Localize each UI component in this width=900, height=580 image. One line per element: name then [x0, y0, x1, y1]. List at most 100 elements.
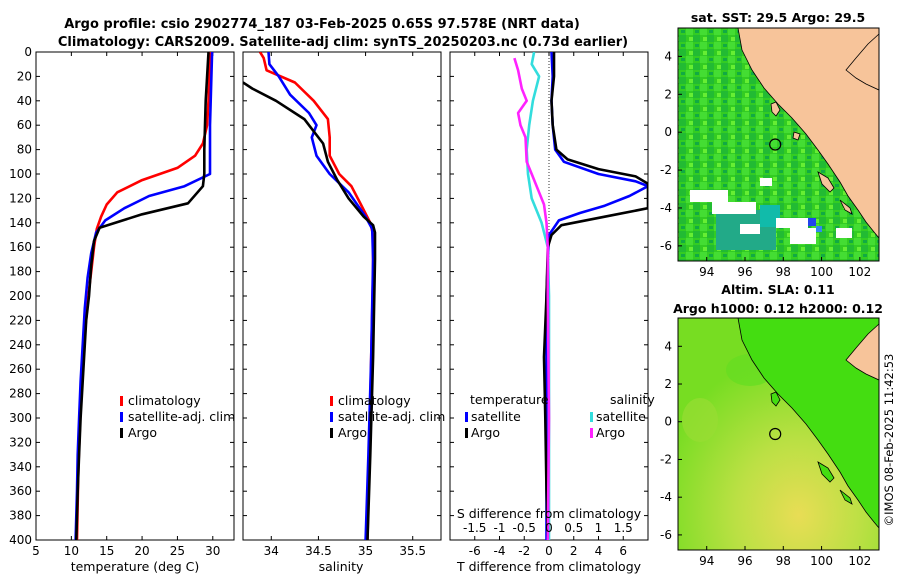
x-tick-label: -4 — [494, 544, 506, 558]
sst-cloud-mask — [790, 228, 816, 244]
sst-cold-pixel — [816, 226, 822, 232]
depth-tick-label: 380 — [9, 509, 32, 523]
lon-tick-label: 102 — [848, 554, 871, 568]
x-tick-label: 20 — [134, 544, 149, 558]
difference-panel: -6 -4 -2 0 2 4 6 T difference from climatology… — [449, 51, 655, 574]
depth-tick-label: 180 — [9, 265, 32, 279]
series-line-argo — [75, 52, 210, 540]
salinity-difference-tick-label: -1.5 — [463, 521, 486, 535]
sst-cloud-mask — [690, 190, 728, 202]
x-tick-label: 35 — [358, 544, 373, 558]
lat-tick-label: -2 — [660, 452, 672, 466]
depth-tick-label: 140 — [9, 216, 32, 230]
sla-map: Altim. SLA: 0.11 Argo h1000: 0.12 h2000:… — [660, 282, 883, 568]
legend-label-climatology: climatology — [338, 393, 411, 408]
x-tick-label: 34 — [264, 544, 279, 558]
lat-tick-label: -4 — [660, 201, 672, 215]
depth-tick-label: 100 — [9, 167, 32, 181]
difference-series — [513, 52, 648, 540]
series-line-argo — [243, 81, 377, 540]
lon-tick-label: 98 — [776, 265, 791, 279]
sla-high-patch — [682, 398, 718, 442]
salinity-x-ticks: 34 34.5 35 35.5 — [264, 52, 426, 558]
salinity-series — [243, 52, 377, 540]
legend-swatch-argo — [120, 428, 123, 438]
lat-tick-label: -6 — [660, 239, 672, 253]
lat-tick-label: 2 — [664, 377, 672, 391]
sst-land-malaysia — [845, 33, 879, 91]
series-line-t-argo — [542, 52, 648, 540]
sst-cloud-mask — [836, 228, 852, 238]
salinity-difference-tick-label: -1 — [494, 521, 506, 535]
series-line-satellite-adj-clim — [267, 52, 375, 540]
difference-legend: temperature salinity satellite Argo sate… — [465, 392, 655, 440]
salinity-xlabel: salinity — [319, 559, 364, 574]
lat-tick-label: 2 — [664, 87, 672, 101]
sst-cold-pixel — [808, 218, 816, 226]
legend-swatch-argo — [330, 428, 333, 438]
depth-tick-label: 120 — [9, 191, 32, 205]
depth-tick-label: 260 — [9, 362, 32, 376]
difference-x-ticks: -6 -4 -2 0 2 4 6 — [469, 52, 627, 558]
legend-label-argo: Argo — [128, 425, 157, 440]
sst-cloud-mask — [712, 202, 756, 214]
sst-land-sumatra — [737, 28, 879, 239]
legend-label-satellite: satellite-adj. clim — [338, 409, 445, 424]
legend-label-t-argo: Argo — [471, 425, 500, 440]
depth-tick-label: 320 — [9, 435, 32, 449]
sla-island-siberut — [817, 461, 835, 483]
sla-island — [839, 489, 853, 505]
x-tick-label: 0 — [545, 544, 553, 558]
temperature-panel: 0 20 40 60 80 100 120 140 160 180 200 220 240 260 280 3… — [9, 45, 235, 574]
legend-swatch-s-argo — [590, 428, 593, 438]
x-tick-label: -6 — [469, 544, 481, 558]
legend-header-temperature: temperature — [470, 392, 549, 407]
depth-tick-label: 200 — [9, 289, 32, 303]
sst-island-siberut — [817, 171, 835, 193]
depth-tick-label: 220 — [9, 313, 32, 327]
salinity-difference-tick-label: 1 — [595, 521, 603, 535]
temperature-series — [74, 52, 214, 540]
depth-tick-label: 0 — [24, 45, 32, 59]
lat-tick-label: -2 — [660, 163, 672, 177]
lon-tick-label: 98 — [776, 554, 791, 568]
sst-map: sat. SST: 29.5 Argo: 29.5 94 96 98 100 102 — [660, 10, 880, 279]
depth-tick-label: 360 — [9, 484, 32, 498]
depth-tick-label: 400 — [9, 533, 32, 547]
legend-header-salinity: salinity — [610, 392, 655, 407]
x-tick-label: 2 — [570, 544, 578, 558]
imos-credit: ©IMOS 08-Feb-2025 11:42:53 — [882, 354, 896, 527]
lon-tick-label: 100 — [810, 265, 833, 279]
x-tick-label: 34.5 — [305, 544, 332, 558]
sla-land-sumatra — [737, 318, 879, 529]
temperature-depth-ticks: 0 20 40 60 80 100 120 140 160 180 200 220 240 260 280 3… — [9, 45, 234, 547]
x-tick-label: 6 — [619, 544, 627, 558]
sla-map-subtitle: Argo h1000: 0.12 h2000: 0.12 — [673, 301, 883, 316]
sla-map-lat-ticks: 4 2 0 -2 -4 -6 — [660, 339, 682, 542]
sst-map-lat-ticks: 4 2 0 -2 -4 -6 — [660, 49, 682, 253]
depth-tick-label: 300 — [9, 411, 32, 425]
depth-tick-label: 60 — [17, 118, 32, 132]
x-tick-label: -2 — [518, 544, 530, 558]
x-tick-label: 35.5 — [399, 544, 426, 558]
depth-tick-label: 240 — [9, 338, 32, 352]
legend-swatch-t-satellite — [465, 412, 468, 422]
sst-cloud-mask — [760, 178, 772, 186]
lat-tick-label: 0 — [664, 125, 672, 139]
legend-swatch-climatology — [330, 396, 333, 406]
sst-cloud-mask — [740, 224, 760, 234]
lat-tick-label: -6 — [660, 528, 672, 542]
sst-argo-position-marker — [769, 138, 782, 151]
lon-tick-label: 94 — [699, 554, 714, 568]
x-tick-label: 5 — [32, 544, 40, 558]
sst-island — [839, 199, 853, 215]
legend-swatch-s-satellite — [590, 412, 593, 422]
temperature-x-ticks: 5 10 15 20 25 30 — [32, 52, 220, 558]
depth-tick-label: 80 — [17, 143, 32, 157]
series-line-s-argo — [513, 57, 551, 540]
temperature-legend: climatology satellite-adj. clim Argo — [120, 393, 235, 440]
depth-tick-label: 20 — [17, 69, 32, 83]
depth-tick-label: 40 — [17, 94, 32, 108]
lat-tick-label: -4 — [660, 490, 672, 504]
